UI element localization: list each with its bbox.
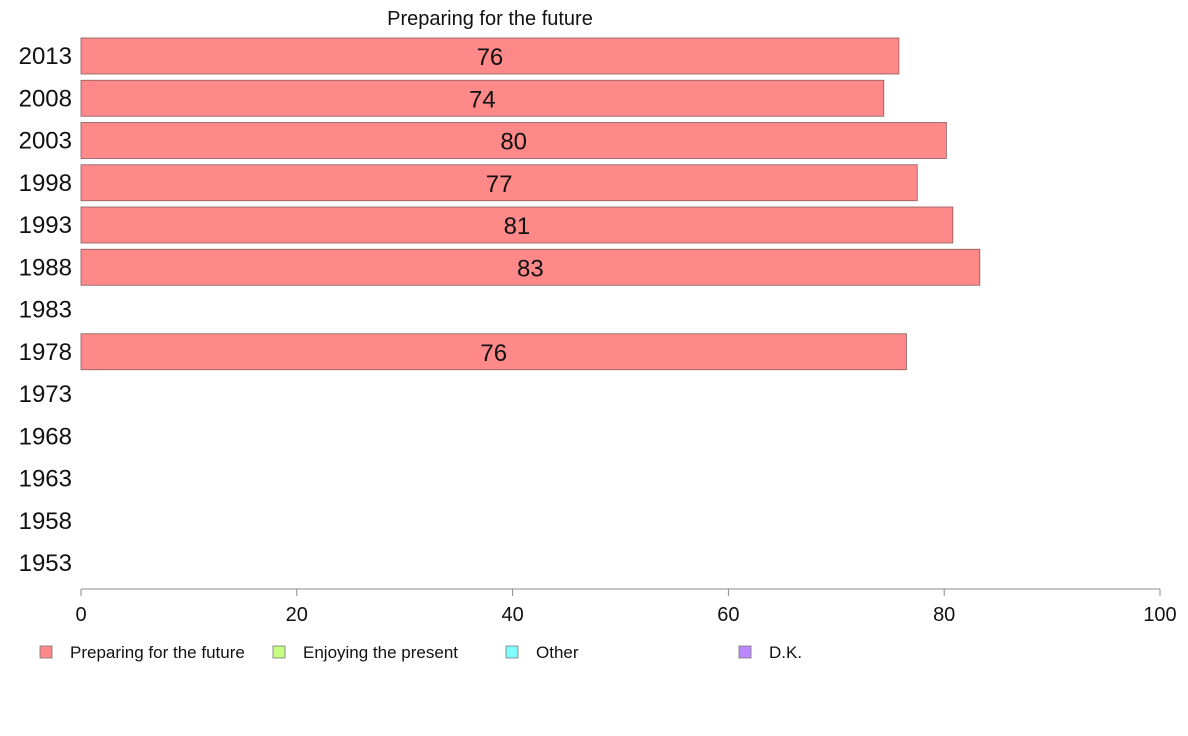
bar bbox=[80, 37, 900, 75]
y-tick-label: 1958 bbox=[19, 508, 72, 535]
x-tick-label: 60 bbox=[717, 604, 739, 626]
y-tick-label: 1983 bbox=[19, 297, 72, 324]
bar bbox=[80, 248, 981, 286]
y-tick-label: 1993 bbox=[19, 212, 72, 239]
y-tick-label: 2008 bbox=[19, 85, 72, 112]
bar bbox=[80, 206, 954, 244]
y-tick-label: 2003 bbox=[19, 128, 72, 155]
x-tick-label: 0 bbox=[75, 604, 86, 626]
data-label: 77 bbox=[486, 171, 513, 198]
y-tick-label: 2013 bbox=[19, 43, 72, 70]
x-tick-label: 40 bbox=[501, 604, 523, 626]
legend-label: Other bbox=[536, 643, 579, 662]
bar bbox=[80, 333, 907, 371]
data-label: 81 bbox=[504, 213, 531, 240]
legend-label: Preparing for the future bbox=[70, 643, 245, 662]
data-label: 83 bbox=[517, 255, 544, 282]
x-tick-label: 80 bbox=[933, 604, 955, 626]
legend: Preparing for the future Enjoying the pre… bbox=[39, 643, 802, 662]
y-tick-label: 1978 bbox=[19, 339, 72, 366]
y-axis-labels: 2013 2008 2003 1998 1993 1988 1983 1978 1973 1968… bbox=[19, 43, 72, 577]
legend-swatch bbox=[738, 645, 752, 659]
data-label: 80 bbox=[500, 129, 527, 156]
legend-label: D.K. bbox=[769, 643, 802, 662]
y-tick-label: 1968 bbox=[19, 423, 72, 450]
x-axis: 0 20 40 60 80 100 bbox=[75, 588, 1177, 626]
bar bbox=[80, 164, 918, 202]
y-tick-label: 1988 bbox=[19, 254, 72, 281]
y-tick-label: 1998 bbox=[19, 170, 72, 197]
data-label: 74 bbox=[469, 86, 496, 113]
legend-swatch bbox=[39, 645, 53, 659]
y-tick-label: 1963 bbox=[19, 466, 72, 493]
y-tick-label: 1953 bbox=[19, 550, 72, 577]
data-label: 76 bbox=[480, 340, 507, 367]
bar bbox=[80, 122, 947, 159]
chart-title: Preparing for the future bbox=[387, 8, 593, 30]
legend-swatch bbox=[272, 645, 286, 659]
data-label: 76 bbox=[477, 44, 504, 71]
legend-swatch bbox=[505, 645, 519, 659]
x-tick-label: 20 bbox=[286, 604, 308, 626]
x-tick-label: 100 bbox=[1143, 604, 1176, 626]
bar bbox=[80, 79, 885, 117]
legend-label: Enjoying the present bbox=[303, 643, 458, 662]
y-tick-label: 1973 bbox=[19, 381, 72, 408]
